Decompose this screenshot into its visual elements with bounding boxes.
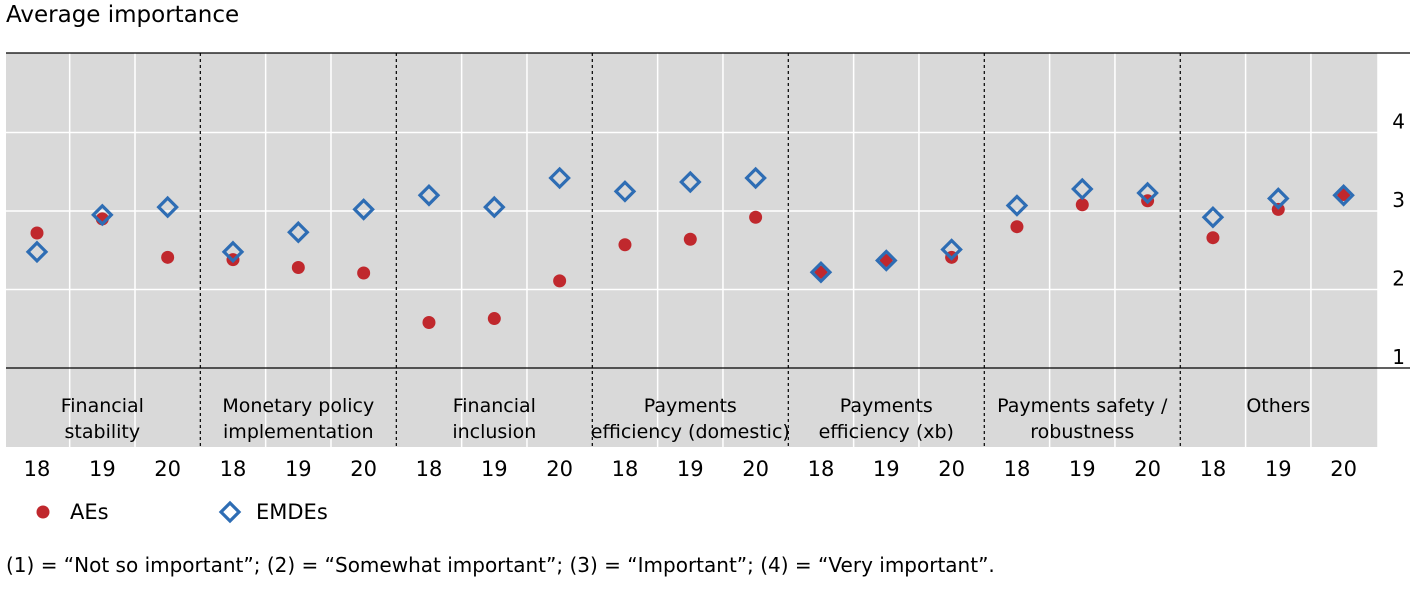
emdes-point [809,260,833,284]
category-label: inclusion [452,421,536,443]
emdes-point [1332,184,1355,207]
x-tick-label: 19 [873,457,900,481]
category-label: efficiency (xb) [819,421,954,443]
emdes-point [940,238,963,261]
aes-point [30,226,44,240]
x-tick-label: 18 [24,457,51,481]
emdes-point [1071,177,1094,201]
y-tick-label: 1 [1392,345,1405,369]
category-label: Payments [840,395,933,417]
legend-marker-aes [36,505,50,519]
aes-point [422,315,436,329]
x-tick-label: 19 [481,457,508,481]
aes-point [553,274,567,288]
x-tick-label: 19 [285,457,312,481]
emdes-point [483,195,506,219]
x-tick-label: 20 [154,457,181,481]
x-tick-label: 20 [742,457,769,481]
emdes-point [1005,194,1029,217]
plot-background [6,53,1378,447]
aes-point [1010,220,1024,234]
footnote: (1) = “Not so important”; (2) = “Somewha… [6,553,995,577]
category-label: Others [1246,395,1310,417]
emdes-point [417,184,441,207]
x-tick-label: 18 [612,457,639,481]
emdes-point [287,220,310,244]
x-tick-label: 18 [1004,457,1031,481]
x-tick-label: 20 [1330,457,1357,481]
emdes-point [1136,181,1159,205]
importance-chart: 1 2 3 4 Financial stability 18 19 20 Monetary pol… [6,52,1410,524]
category-label: Payments safety / [997,395,1168,417]
aes-point [749,210,763,224]
legend-label-aes: AEs [70,500,109,524]
aes-point [1206,231,1220,245]
x-tick-label: 18 [1200,457,1227,481]
aes-point [683,232,697,246]
x-tick-label: 18 [220,457,247,481]
aes-point [291,261,305,275]
emdes-point [1267,187,1290,210]
aes-point [879,253,893,267]
y-tick-label: 4 [1392,110,1405,134]
chart-title: Average importance [6,2,240,28]
y-tick-label: 3 [1392,188,1405,212]
aes-point [1075,198,1089,212]
x-tick-label: 19 [1265,457,1292,481]
emdes-point [221,240,245,264]
x-tick-label: 20 [350,457,377,481]
legend-label-emdes: EMDEs [256,500,328,524]
emdes-point [1201,206,1225,229]
emdes-point [548,166,571,190]
x-tick-label: 19 [677,457,704,481]
x-tick-label: 18 [808,457,835,481]
x-tick-label: 18 [416,457,443,481]
x-tick-label: 20 [1134,457,1161,481]
legend-marker-emdes [218,500,242,524]
category-label: Financial [453,395,536,417]
category-label: stability [65,421,141,443]
category-label: Payments [644,395,737,417]
emdes-point [613,180,637,203]
category-label: efficiency (domestic) [591,421,790,443]
category-label: Financial [61,395,144,417]
x-tick-label: 19 [89,457,116,481]
category-label: robustness [1030,421,1134,443]
emdes-point [91,203,114,227]
y-tick-label: 2 [1392,267,1405,291]
aes-point [618,238,632,252]
x-tick-label: 20 [938,457,965,481]
aes-point [487,312,501,326]
emdes-point [744,166,767,190]
x-tick-label: 19 [1069,457,1096,481]
aes-point [161,250,175,264]
emdes-point [25,240,49,264]
emdes-point [875,249,898,272]
emdes-point [679,170,702,194]
category-label: implementation [223,421,374,443]
category-label: Monetary policy [222,395,374,417]
emdes-point [156,195,179,219]
aes-point [357,266,371,280]
emdes-point [352,198,375,221]
aes-point [814,265,828,279]
x-tick-label: 20 [546,457,573,481]
